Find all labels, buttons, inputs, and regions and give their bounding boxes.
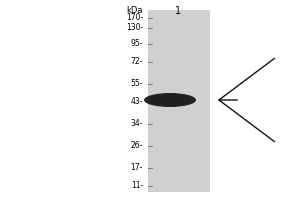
Text: 43-: 43- [130, 98, 143, 106]
Text: 11-: 11- [131, 182, 143, 190]
Bar [148, 10, 210, 192]
Text: 17-: 17- [130, 164, 143, 172]
Text: 72-: 72- [130, 58, 143, 66]
Text: 55-: 55- [130, 79, 143, 88]
Ellipse shape [144, 93, 196, 107]
Text: 95-: 95- [130, 40, 143, 48]
Text: 26-: 26- [130, 142, 143, 150]
Text: 1: 1 [175, 6, 181, 16]
Text: 34-: 34- [130, 119, 143, 129]
Text: 170-: 170- [126, 14, 143, 22]
Text: kDa: kDa [127, 6, 143, 15]
Text: 130-: 130- [126, 23, 143, 32]
